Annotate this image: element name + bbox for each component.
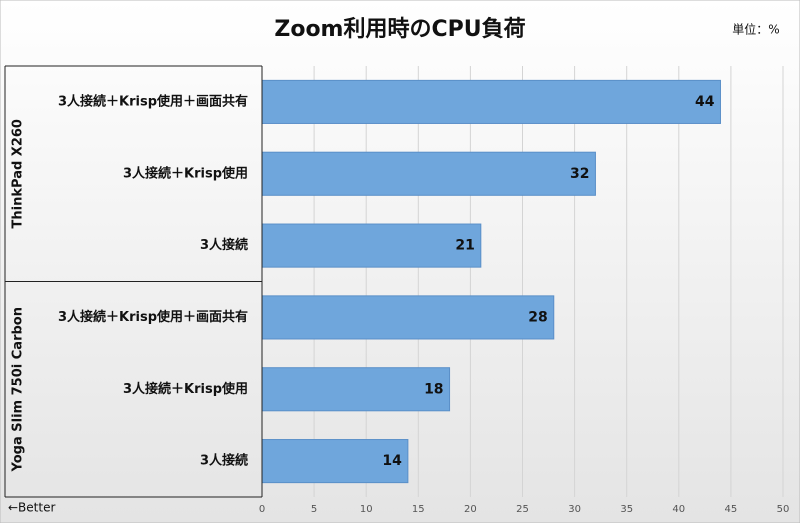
x-tick-label: 50 [777,504,790,515]
x-tick-label: 15 [412,504,425,515]
unit-note: 単位：% [732,22,779,37]
x-tick-label: 35 [620,504,633,515]
x-tick-label: 20 [464,504,477,515]
data-label: 28 [528,309,547,325]
chart-title: Zoom利用時のCPU負荷 [274,16,525,42]
annotation: ←Better [8,501,55,515]
x-tick-label: 5 [311,504,317,515]
y-tick-label: 3人接続 [200,453,248,469]
data-label: 32 [570,166,589,182]
bar [261,367,451,412]
group-label: Yoga Slim 750i Carbon [11,307,26,472]
x-tick-label: 25 [516,504,529,515]
x-tick-label: 30 [568,504,581,515]
data-label: 14 [382,453,402,469]
bar [261,439,409,484]
y-tick-label: 3人接続＋Krisp使用 [123,165,248,181]
x-tick-label: 45 [725,504,738,515]
bar [261,295,555,340]
y-tick-label: 3人接続＋Krisp使用 [123,381,248,397]
bar [261,79,721,124]
bar [261,223,482,268]
x-tick-label: 40 [672,504,685,515]
data-label: 44 [695,94,715,110]
data-label: 18 [424,381,443,397]
bar [261,151,596,196]
data-label: 21 [455,238,474,254]
y-tick-label: 3人接続 [200,237,248,253]
x-tick-label: 0 [259,504,265,515]
y-tick-label: 3人接続＋Krisp使用＋画面共有 [58,309,248,325]
x-tick-label: 10 [360,504,373,515]
y-tick-label: 3人接続＋Krisp使用＋画面共有 [58,93,248,109]
group-label: ThinkPad X260 [11,119,26,228]
